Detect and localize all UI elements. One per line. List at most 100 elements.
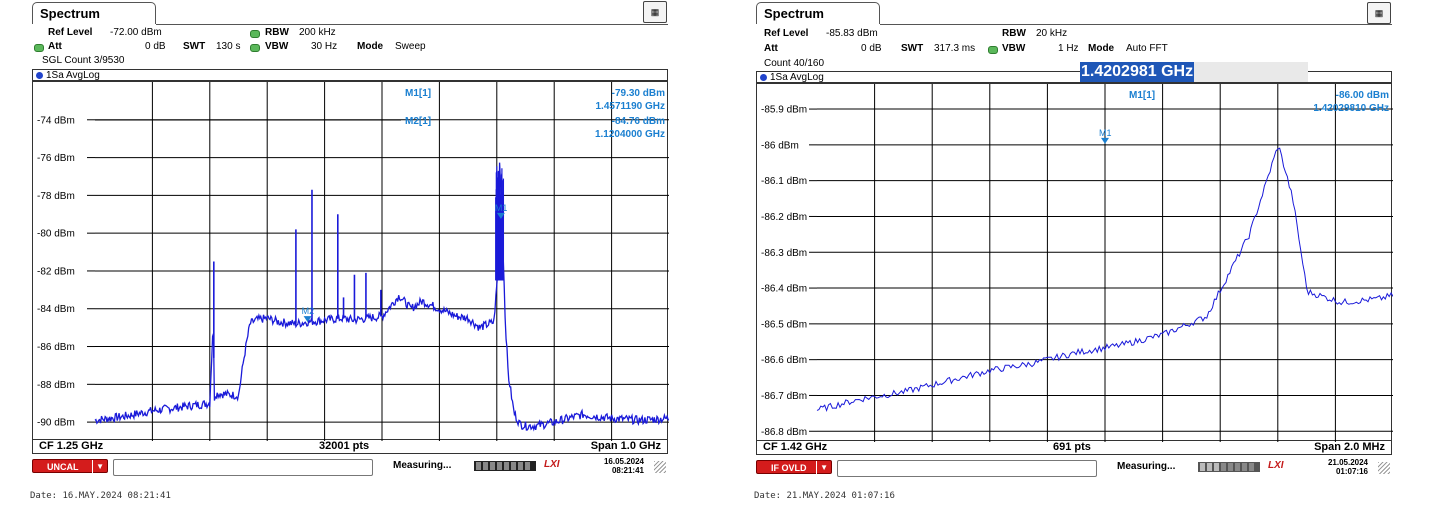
right-overview-icon[interactable]: ▦: [1367, 2, 1391, 24]
left-analyzer-panel: Spectrum ▦ Ref Level -72.00 dBm Att 0 dB…: [30, 0, 672, 515]
left-uncal-text: UNCAL: [47, 462, 79, 472]
left-trace-dot-icon: [36, 72, 43, 79]
y-tick-label: -85.9 dBm: [761, 105, 807, 116]
left-resize-grip-icon[interactable]: [654, 461, 666, 473]
right-resize-grip-icon[interactable]: [1378, 462, 1390, 474]
left-measuring-status: Measuring...: [393, 460, 452, 471]
left-time: 08:21:41: [611, 466, 644, 475]
left-m2-readout-freq: 1.1204000 GHz: [595, 129, 665, 140]
y-tick-label: -86.2 dBm: [761, 212, 807, 223]
left-window-frame: Spectrum ▦ Ref Level -72.00 dBm Att 0 dB…: [30, 0, 670, 480]
marker-m2-triangle: [303, 316, 312, 323]
left-vbw-label: VBW: [265, 41, 289, 52]
left-m2-readout-level: -84.76 dBm: [612, 116, 665, 127]
right-spectrum-chart: -85.9 dBm -86 dBm -86.1 dBm -86.2 dBm -86.3 …: [761, 84, 1393, 442]
left-mode-value[interactable]: Sweep: [395, 41, 426, 52]
marker-m1-triangle: [496, 212, 505, 219]
right-center-frequency-entry[interactable]: 1.4202981 GHz: [1080, 62, 1308, 82]
right-mode-value[interactable]: Auto FFT: [1126, 43, 1168, 54]
y-tick-label: -86.1 dBm: [761, 176, 807, 187]
left-rbw-value[interactable]: 200 kHz: [299, 27, 336, 38]
marker-m1-label: M1: [495, 203, 508, 213]
left-spectrum-chart: -74 dBm -76 dBm -78 dBm -80 dBm -82 dBm -84 d…: [37, 82, 669, 441]
right-if-ovld-indicator[interactable]: IF OVLD ▼: [756, 460, 832, 475]
left-sweep-points: 32001 pts: [319, 440, 370, 452]
left-m1-readout-freq: 1.4571190 GHz: [596, 101, 666, 112]
left-rbw-indicator-icon: [250, 30, 260, 38]
left-bottom-bar: CF 1.25 GHz 32001 pts Span 1.0 GHz: [32, 440, 668, 454]
y-tick-label: -82 dBm: [37, 266, 75, 277]
left-swt-value[interactable]: 130 s: [216, 41, 241, 52]
trace-line: [816, 147, 1393, 413]
left-center-frequency[interactable]: CF 1.25 GHz: [39, 440, 104, 452]
right-att-label: Att: [764, 43, 778, 54]
left-spectrum-plot[interactable]: -74 dBm -76 dBm -78 dBm -80 dBm -82 dBm -84 d…: [32, 81, 669, 441]
left-att-value[interactable]: 0 dB: [145, 41, 166, 52]
left-vbw-indicator-icon: [250, 44, 260, 52]
right-progress-bar: [1198, 462, 1260, 472]
y-tick-label: -76 dBm: [37, 153, 75, 164]
y-tick-label: -86.7 dBm: [761, 391, 807, 402]
y-tick-label: -86.4 dBm: [761, 284, 807, 295]
right-rbw-label: RBW: [1002, 28, 1026, 39]
left-trace-label-bar: 1Sa AvgLog: [32, 69, 668, 81]
right-trace-label: 1Sa AvgLog: [770, 72, 824, 83]
marker-m2-label: M2: [302, 306, 315, 316]
y-tick-label: -74 dBm: [37, 115, 75, 126]
left-span[interactable]: Span 1.0 GHz: [590, 440, 661, 452]
y-tick-label: -84 dBm: [37, 304, 75, 315]
trace-line: [94, 162, 669, 432]
left-att-indicator-icon: [34, 44, 44, 52]
left-footer-date: Date: 16.MAY.2024 08:21:41: [30, 491, 171, 501]
right-swt-value[interactable]: 317.3 ms: [934, 43, 976, 54]
left-progress-bar: [474, 461, 536, 471]
right-att-value[interactable]: 0 dB: [861, 43, 882, 54]
left-lxi-icon: LXI: [544, 459, 560, 470]
right-datetime: 21.05.2024 01:07:16: [1320, 458, 1368, 476]
right-ref-level-value[interactable]: -85.83 dBm: [826, 28, 878, 39]
right-spectrum-plot[interactable]: -85.9 dBm -86 dBm -86.1 dBm -86.2 dBm -86.3 …: [756, 83, 1393, 442]
right-if-ovld-text: IF OVLD: [771, 463, 807, 473]
left-spectrum-tab[interactable]: Spectrum: [32, 2, 156, 24]
right-analyzer-panel: Spectrum ▦ Ref Level -85.83 dBm Att 0 dB…: [754, 0, 1396, 515]
y-tick-label: -86.6 dBm: [761, 355, 807, 366]
right-mode-label: Mode: [1088, 43, 1115, 54]
y-tick-label: -86 dBm: [761, 140, 799, 151]
left-uncal-indicator[interactable]: UNCAL ▼: [32, 459, 108, 474]
right-spectrum-tab[interactable]: Spectrum: [756, 2, 880, 24]
left-rbw-label: RBW: [265, 27, 289, 38]
y-tick-label: -80 dBm: [37, 229, 75, 240]
left-ref-level-label: Ref Level: [48, 27, 93, 38]
left-date: 16.05.2024: [603, 457, 644, 466]
left-m2-readout-label: M2[1]: [405, 116, 431, 127]
y-tick-label: -88 dBm: [37, 380, 75, 391]
left-overview-icon[interactable]: ▦: [643, 1, 667, 23]
right-date: 21.05.2024: [1327, 458, 1368, 467]
left-ref-level-value[interactable]: -72.00 dBm: [110, 27, 162, 38]
right-span[interactable]: Span 2.0 MHz: [1314, 441, 1385, 453]
y-tick-label: -86 dBm: [37, 342, 75, 353]
left-trace-label: 1Sa AvgLog: [46, 70, 100, 81]
right-ref-level-label: Ref Level: [764, 28, 809, 39]
right-vbw-value[interactable]: 1 Hz: [1058, 43, 1079, 54]
right-footer-date: Date: 21.MAY.2024 01:07:16: [754, 491, 895, 501]
left-datetime: 16.05.2024 08:21:41: [596, 457, 644, 475]
y-tick-label: -86.8 dBm: [761, 427, 807, 438]
left-mode-label: Mode: [357, 41, 384, 52]
right-m1-readout-level: -86.00 dBm: [1336, 90, 1389, 101]
right-center-frequency[interactable]: CF 1.42 GHz: [763, 441, 828, 453]
y-tick-label: -86.5 dBm: [761, 319, 807, 330]
right-trace-dot-icon: [760, 74, 767, 81]
y-tick-label: -90 dBm: [37, 418, 75, 429]
left-vbw-value[interactable]: 30 Hz: [311, 41, 338, 52]
left-status-bar: UNCAL ▼ Measuring... LXI 16.05.2024 08:21:…: [30, 457, 670, 477]
left-sweep-count: SGL Count 3/9530: [42, 55, 125, 66]
right-bottom-bar: CF 1.42 GHz 691 pts Span 2.0 MHz: [756, 441, 1392, 455]
right-time: 01:07:16: [1335, 467, 1368, 476]
right-swt-label: SWT: [901, 43, 924, 54]
right-measuring-status: Measuring...: [1117, 461, 1176, 472]
right-rbw-value[interactable]: 20 kHz: [1036, 28, 1068, 39]
right-lxi-icon: LXI: [1268, 460, 1284, 471]
right-vbw-indicator-icon: [988, 46, 998, 54]
left-message-field: [113, 459, 373, 476]
